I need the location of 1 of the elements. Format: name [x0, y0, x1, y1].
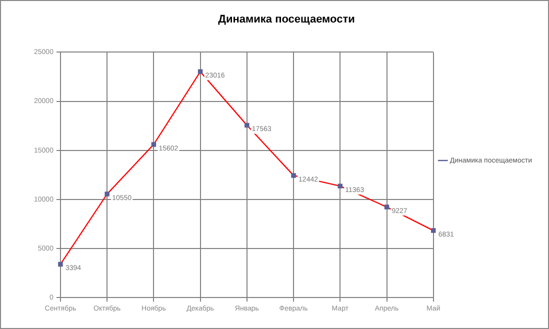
chart-title: Динамика посещаемости — [218, 14, 355, 26]
